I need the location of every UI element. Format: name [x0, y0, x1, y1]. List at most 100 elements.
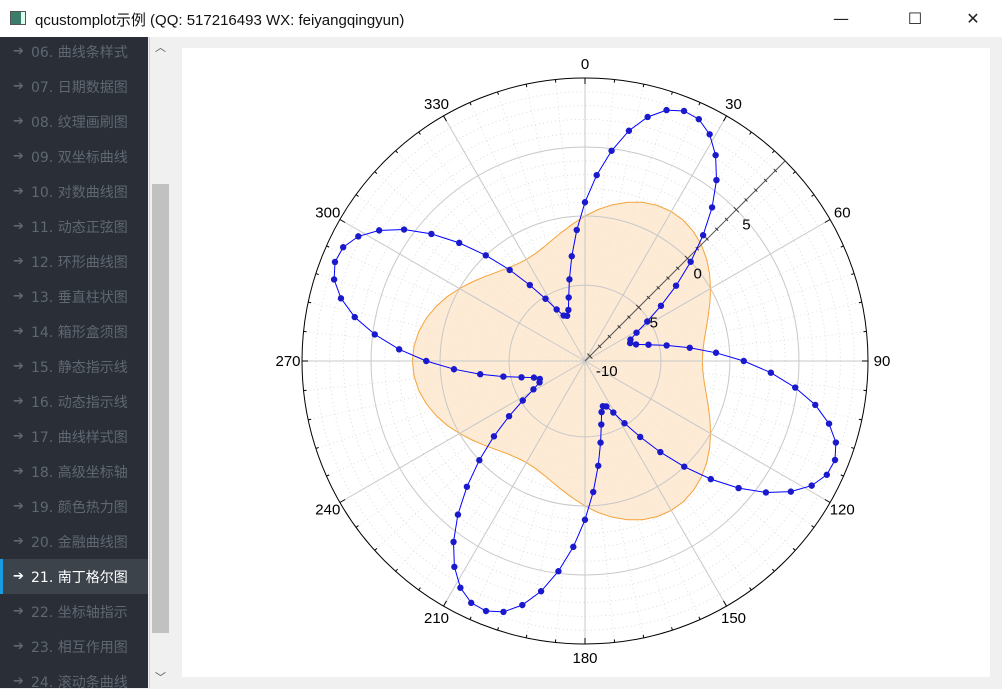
sidebar-item-label: 15. 静态指示线 — [31, 357, 128, 377]
series-blue-point — [538, 588, 544, 594]
angular-tick-label: 150 — [721, 610, 746, 627]
sidebar-item[interactable]: ➔06. 曲线条样式 — [0, 37, 148, 69]
scroll-up-icon[interactable]: ︿ — [150, 39, 171, 59]
arrow-right-icon: ➔ — [13, 114, 27, 129]
angular-tick — [326, 475, 329, 476]
sidebar-item[interactable]: ➔15. 静态指示线 — [0, 349, 148, 384]
series-blue-point — [570, 544, 576, 550]
maximize-button[interactable]: ☐ — [892, 0, 938, 37]
angular-tick-label: 210 — [424, 610, 449, 627]
series-blue-point — [332, 259, 338, 265]
angular-tick — [396, 569, 398, 571]
angular-tick — [444, 116, 447, 121]
angular-tick-label: 270 — [275, 353, 300, 370]
arrow-right-icon: ➔ — [13, 149, 27, 164]
scrollbar-thumb[interactable] — [152, 184, 169, 633]
angular-tick-label: 330 — [424, 96, 449, 113]
series-blue-point — [519, 602, 525, 608]
sidebar-item[interactable]: ➔ 11. 动态正弦图 — [0, 209, 148, 244]
window-title: qcustomplot示例 (QQ: 517216493 WX: feiyang… — [35, 9, 404, 30]
series-blue-point — [593, 172, 599, 178]
series-blue-point — [713, 350, 719, 356]
angular-tick-label: 30 — [725, 96, 742, 113]
sidebar-item[interactable]: ➔ 08. 纹理画刷图 — [0, 104, 148, 139]
sidebar-item[interactable]: ➔07. 日期数据图 — [0, 69, 148, 104]
angular-tick — [812, 195, 814, 197]
arrow-right-icon: ➔ — [13, 254, 27, 269]
series-blue-point — [712, 152, 718, 158]
sidebar-item[interactable]: ➔23. 相互作用图 — [0, 629, 148, 664]
arrow-right-icon: ➔ — [13, 429, 27, 444]
sidebar-item-label: 16. 动态指示线 — [31, 392, 128, 412]
angular-tick — [699, 102, 700, 105]
angular-tick — [672, 627, 673, 630]
series-blue-point — [595, 463, 601, 469]
angular-tick — [396, 151, 398, 153]
sidebar-item-label: 11. 动态正弦图 — [31, 217, 128, 237]
sidebar-item[interactable]: ➔19. 颜色热力图 — [0, 489, 148, 524]
series-blue-point — [598, 421, 604, 427]
angular-tick — [308, 302, 311, 303]
series-blue-point — [569, 253, 575, 259]
angular-tick-label: 90 — [874, 353, 891, 370]
series-blue-point — [542, 296, 548, 302]
series-blue-point — [451, 564, 457, 570]
sidebar-item[interactable]: ➔20. 金融曲线图 — [0, 524, 148, 559]
minimize-button[interactable]: — — [818, 0, 864, 37]
close-button[interactable]: ✕ — [950, 0, 996, 37]
series-blue-point — [709, 204, 715, 210]
angular-tick — [772, 569, 774, 571]
series-blue-point — [621, 420, 627, 426]
arrow-right-icon: ➔ — [13, 79, 27, 94]
series-blue-point — [687, 345, 693, 351]
arrow-right-icon: ➔ — [13, 219, 27, 234]
series-blue-point — [531, 374, 537, 380]
sidebar-item[interactable]: ➔16. 动态指示线 — [0, 384, 148, 419]
sidebar-item[interactable]: ➔24. 滚动条曲线 — [0, 664, 148, 688]
sidebar-item[interactable]: ➔22. 坐标轴指示 — [0, 594, 148, 629]
scroll-down-icon[interactable]: ﹀ — [150, 669, 171, 689]
sidebar-item[interactable]: ➔12. 环形曲线图 — [0, 244, 148, 279]
series-blue-point — [713, 177, 719, 183]
angular-tick — [526, 635, 527, 638]
series-blue-point — [500, 373, 506, 379]
series-blue-point — [768, 369, 774, 375]
sidebar-item[interactable]: ➔10. 对数曲线图 — [0, 174, 148, 209]
sidebar-item-label: 14. 箱形盒须图 — [31, 322, 128, 342]
angular-tick — [724, 601, 727, 606]
angular-tick-label: 240 — [315, 502, 340, 519]
sidebar-item[interactable]: ➔18. 高级坐标轴 — [0, 454, 148, 489]
sidebar-item[interactable]: ➔13. 垂直柱状图 — [0, 279, 148, 314]
series-blue-point — [477, 371, 483, 377]
sidebar-item-label: 08. 纹理画刷图 — [31, 112, 128, 132]
series-blue-point — [633, 341, 639, 347]
sidebar-item-label: 19. 颜色热力图 — [31, 497, 128, 517]
angular-tick — [340, 500, 345, 503]
sidebar-item[interactable]: ➔14. 箱形盒须图 — [0, 314, 148, 349]
sidebar-item[interactable]: ➔21. 南丁格尔图 — [0, 559, 148, 594]
angular-tick — [851, 274, 854, 275]
angular-tick-label: 300 — [315, 205, 340, 222]
arrow-right-icon: ➔ — [13, 464, 27, 479]
sidebar-item[interactable]: ➔09. 双坐标曲线 — [0, 139, 148, 174]
series-blue-point — [708, 476, 714, 482]
arrow-right-icon: ➔ — [13, 569, 27, 584]
series-blue-point — [352, 314, 358, 320]
sidebar-item[interactable]: ➔17. 曲线样式图 — [0, 419, 148, 454]
sidebar-scrollbar[interactable]: ︿ ﹀ — [149, 37, 171, 688]
series-blue-point — [812, 402, 818, 408]
series-blue-point — [396, 346, 402, 352]
angular-tick — [444, 601, 447, 606]
arrow-right-icon: ➔ — [13, 184, 27, 199]
angular-tick — [316, 274, 319, 275]
angular-tick — [470, 102, 471, 105]
series-blue-point — [530, 386, 536, 392]
series-blue-point — [637, 434, 643, 440]
series-blue-point — [527, 282, 533, 288]
series-blue-point — [376, 227, 382, 233]
series-blue-point — [464, 484, 470, 490]
series-blue-point — [644, 114, 650, 120]
sidebar-item-label: 06. 曲线条样式 — [31, 42, 128, 62]
